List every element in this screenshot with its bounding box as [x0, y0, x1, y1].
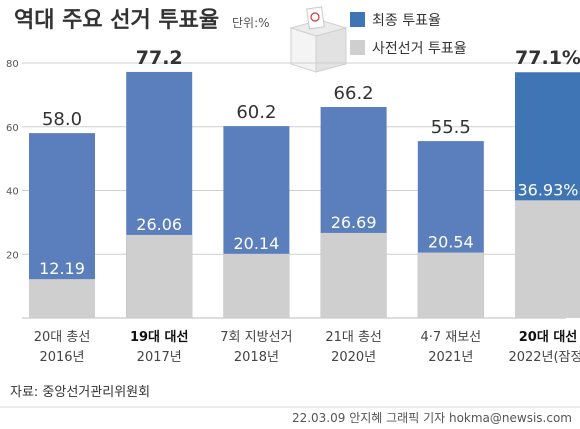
legend-label-early-turnout: 사전선거 투표율: [372, 41, 467, 57]
unit-label: 단위:%: [232, 16, 270, 30]
chart-title: 역대 주요 선거 투표율: [14, 8, 219, 33]
category-label: 7회 지방선거: [220, 330, 292, 345]
ballot-box-icon: [289, 6, 348, 73]
category-year-label: 2022년(잠정): [508, 350, 580, 365]
category-year-label: 2021년: [428, 350, 473, 365]
value-label-final-turnout: 60.2: [236, 102, 276, 123]
category-label: 21대 총선: [325, 330, 382, 345]
category-year-label: 2018년: [234, 350, 279, 365]
y-axis-ticks: 20 40 60 80: [6, 59, 19, 261]
bar-early-turnout: [320, 232, 387, 318]
y-tick-label: 40: [6, 187, 19, 198]
bar-early-turnout: [126, 234, 193, 318]
value-label-early-turnout: 26.69: [331, 213, 377, 232]
value-label-final-turnout: 58.0: [42, 109, 82, 130]
y-tick-label: 20: [6, 250, 19, 261]
value-label-final-turnout: 77.2: [136, 47, 183, 69]
bars: [29, 71, 580, 319]
value-label-early-turnout: 20.54: [428, 233, 474, 252]
value-labels: 58.0 12.19 77.2 26.06 60.2 20.14 66.2 26.69 55.5…: [39, 47, 580, 278]
category-year-label: 2017년: [137, 350, 182, 365]
credit-line: 22.03.09 안지혜 그래픽 기자 hokma@newsis.com: [292, 411, 572, 425]
grid-lines: [22, 62, 566, 319]
value-label-early-turnout: 20.14: [233, 234, 279, 253]
category-label: 4·7 재보선: [420, 330, 481, 345]
category-label: 20대 총선: [34, 330, 91, 345]
category-label: 19대 대선: [130, 329, 189, 345]
bar-early-turnout: [29, 279, 95, 318]
category-labels: 20대 총선 2016년 19대 대선 2017년 7회 지방선거 2018년 21대 총선…: [34, 329, 580, 365]
legend-swatch-early-turnout: [350, 40, 365, 55]
value-label-early-turnout: 36.93%: [517, 180, 578, 199]
category-label: 20대 대선: [519, 329, 578, 345]
bar-early-turnout: [515, 200, 580, 318]
bar-early-turnout: [417, 252, 484, 318]
value-label-final-turnout: 77.1%: [515, 47, 580, 69]
value-label-early-turnout: 12.19: [39, 259, 85, 278]
y-tick-label: 80: [6, 59, 19, 70]
value-label-final-turnout: 66.2: [334, 83, 374, 104]
legend-swatch-final-turnout: [350, 12, 365, 27]
category-year-label: 2016년: [39, 350, 84, 365]
source-note: 자료: 중앙선거관리위원회: [10, 385, 150, 400]
legend: 최종 투표율 사전선거 투표율: [350, 12, 467, 57]
legend-label-final-turnout: 최종 투표율: [372, 13, 441, 29]
bar-early-turnout: [223, 253, 290, 318]
value-label-final-turnout: 55.5: [431, 117, 471, 138]
value-label-early-turnout: 26.06: [136, 215, 182, 234]
y-tick-label: 60: [6, 123, 19, 134]
category-year-label: 2020년: [331, 350, 376, 365]
